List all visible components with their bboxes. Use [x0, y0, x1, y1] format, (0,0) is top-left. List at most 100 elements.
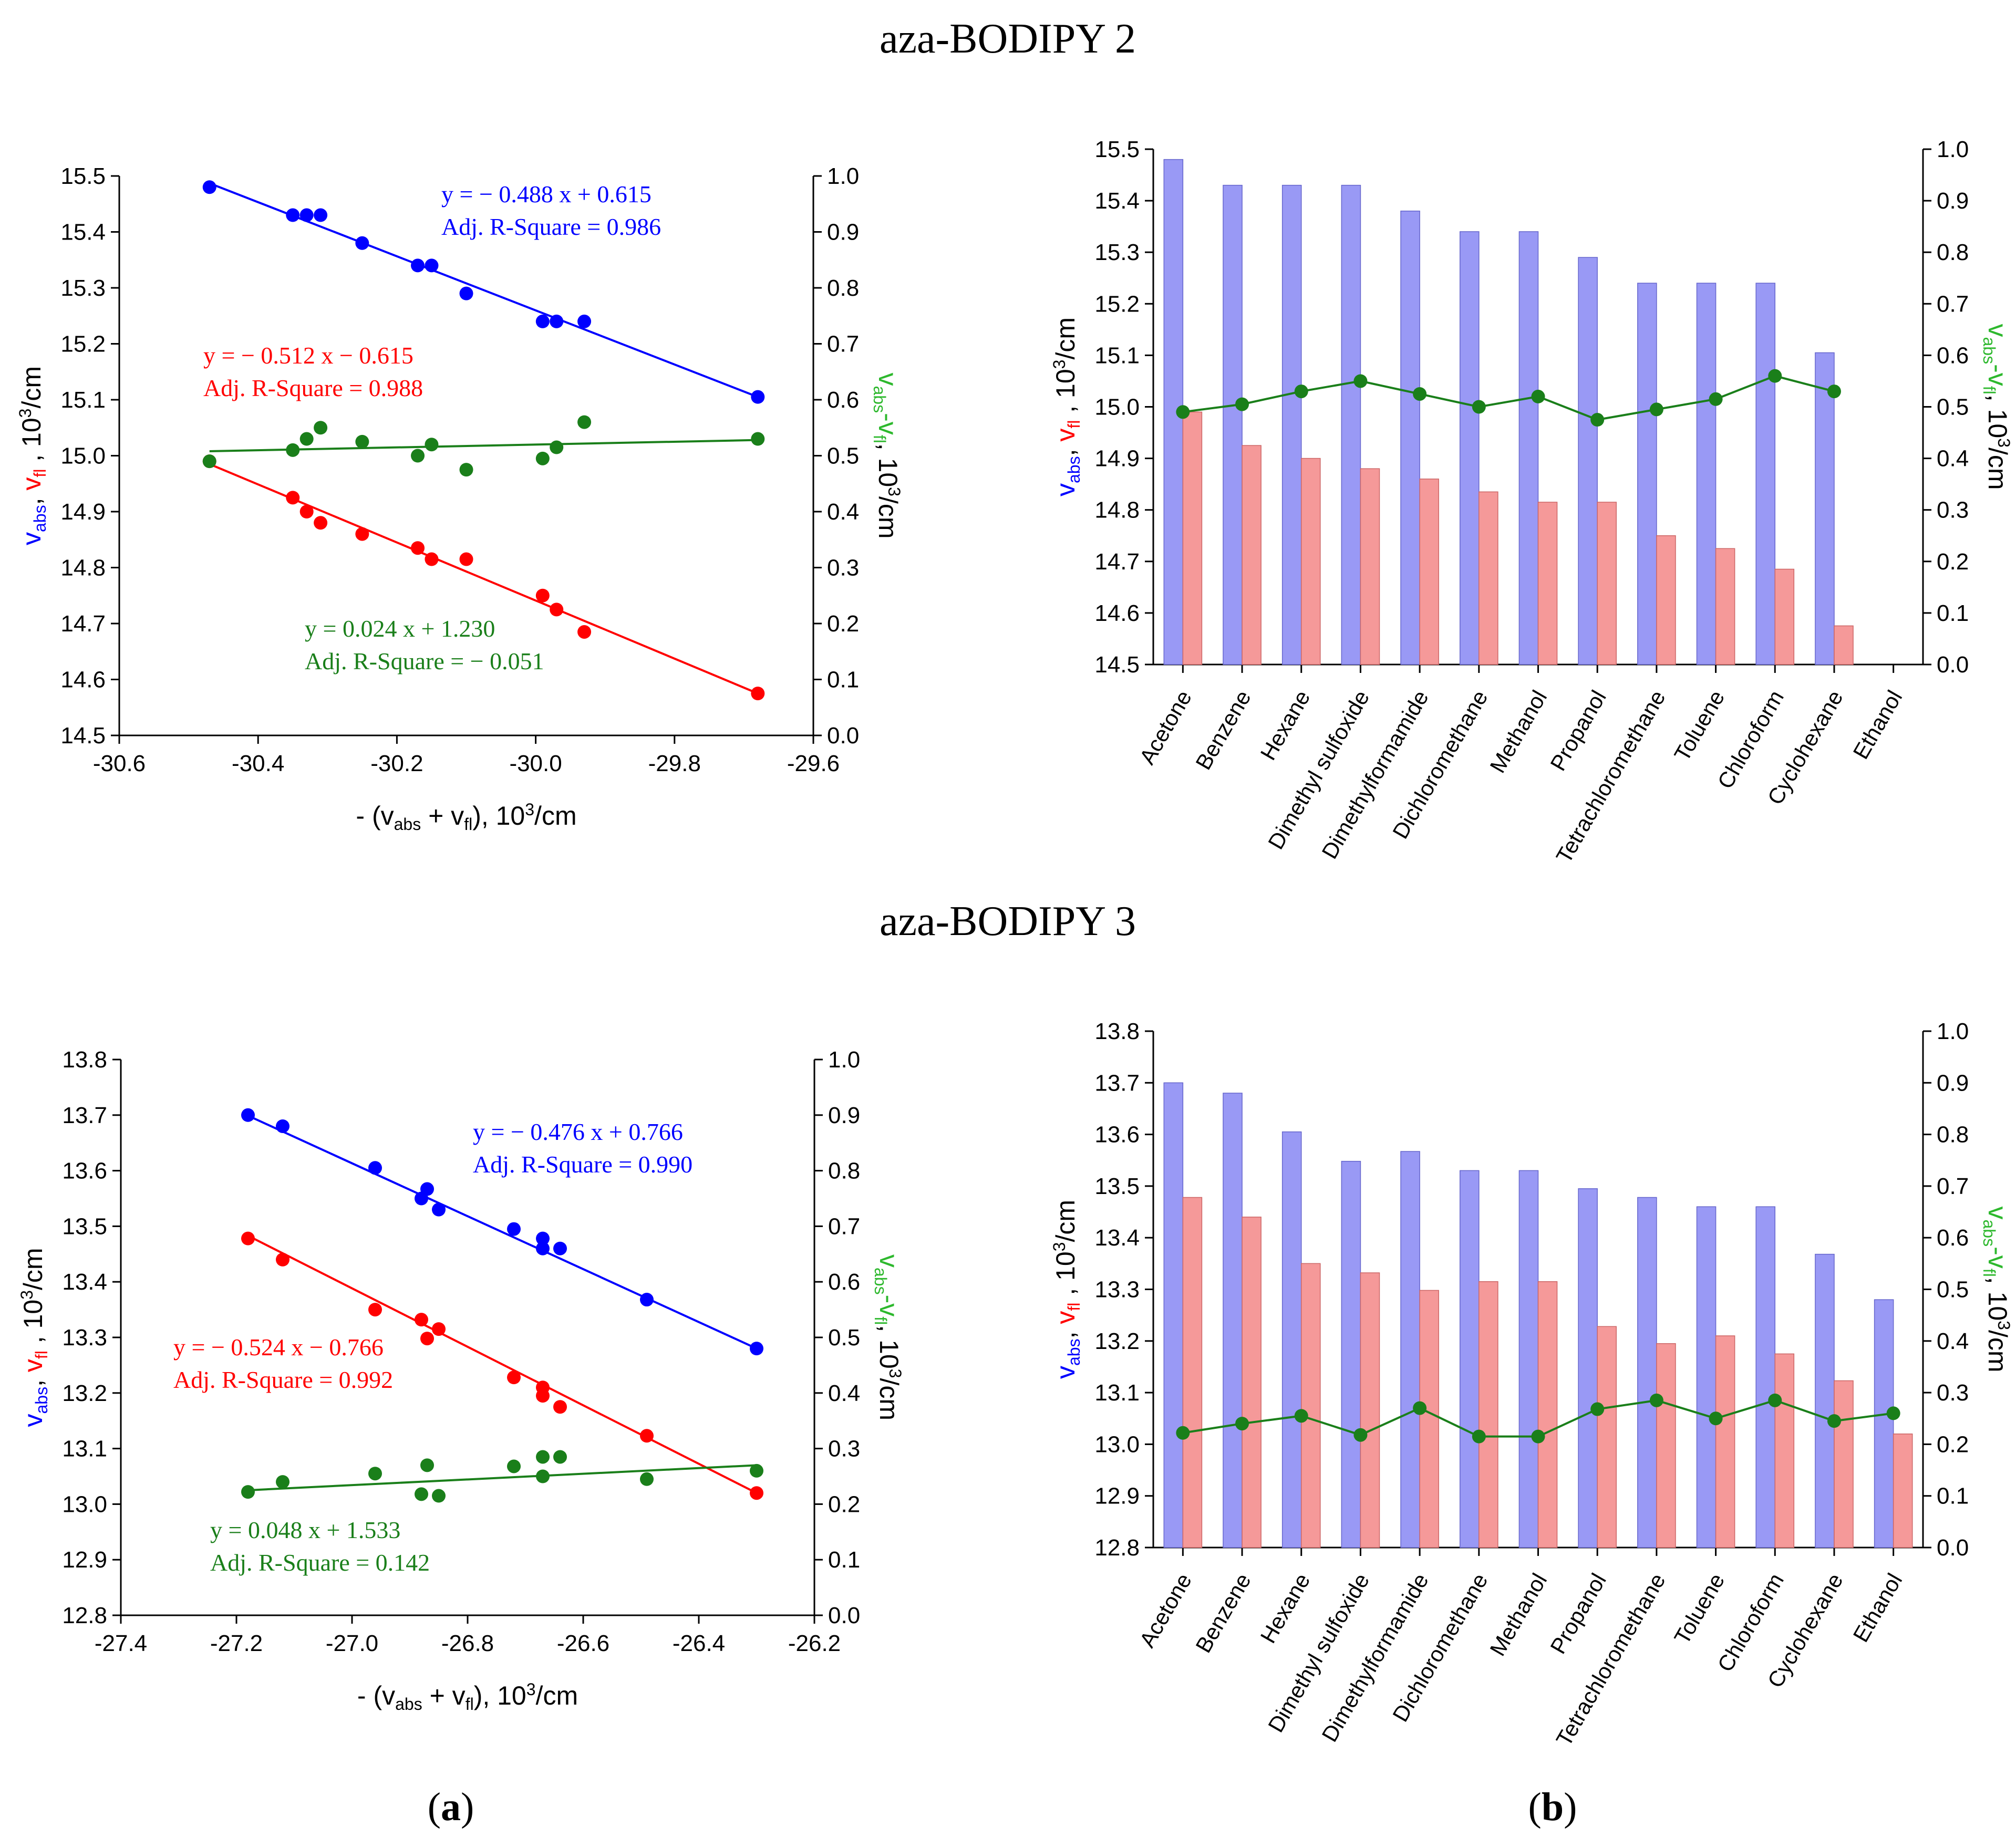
y-tick-label-left: 12.9 — [62, 1547, 107, 1573]
data-point-v_abs-v_fl — [535, 451, 550, 465]
x-tick-label: -27.4 — [95, 1631, 147, 1656]
category-label: Dimethylformamide — [1317, 1569, 1433, 1746]
category-label: Tetrachloromethane — [1551, 1569, 1670, 1750]
y-tick-label-left: 15.0 — [1094, 394, 1140, 420]
data-point-v_abs-v_fl — [425, 438, 439, 452]
y-tick-label-left: 13.5 — [62, 1213, 107, 1239]
data-point-v_abs — [536, 1241, 550, 1255]
y-tick-label-left: 13.7 — [62, 1103, 107, 1128]
bar-v-fl — [1242, 1217, 1262, 1548]
bar-v-abs — [1696, 283, 1717, 665]
data-point-v_abs — [432, 1202, 446, 1217]
y-tick-label-left: 13.0 — [62, 1491, 107, 1517]
line-point-v-abs-minus-v-fl — [1413, 387, 1427, 401]
y-tick-label-right: 0.2 — [828, 1491, 860, 1517]
y-tick-label-left: 15.2 — [1094, 291, 1140, 317]
bar-v-fl — [1893, 1433, 1913, 1548]
scatter-chart-2: 12.8 12.9 13.0 13.1 13.2 13.3 13.4 13.5 13.6 13.7… — [17, 1047, 905, 1714]
data-point-v_abs-v_fl — [640, 1472, 654, 1486]
line-point-v-abs-minus-v-fl — [1294, 1409, 1308, 1423]
fit-line-v_abs — [209, 182, 759, 398]
data-point-v_abs — [536, 1231, 550, 1245]
fit-equation: y = 0.048 x + 1.533 — [210, 1517, 400, 1543]
data-point-v_abs — [550, 314, 564, 328]
category-label: Hexane — [1255, 1569, 1315, 1647]
category-label: Propanol — [1545, 1569, 1611, 1658]
bar-v-abs — [1815, 1253, 1835, 1548]
bar-chart-3: 12.8 12.9 13.0 13.1 13.2 13.3 13.4 13.5 13.6 13.7… — [1050, 1019, 2013, 1750]
bar-v-abs — [1341, 184, 1361, 665]
x-tick-label: -26.8 — [441, 1631, 494, 1656]
y-tick-label-right: 0.1 — [828, 1547, 860, 1573]
x-tick-label: -29.8 — [648, 751, 701, 776]
line-point-v-abs-minus-v-fl — [1649, 1393, 1663, 1407]
data-point-v_abs — [355, 236, 369, 250]
y-tick-label-right: 0.4 — [1937, 1328, 1969, 1354]
y-tick-label-right: 0.0 — [828, 1603, 860, 1628]
bar-v-abs — [1223, 184, 1243, 665]
bar-v-abs — [1163, 1082, 1184, 1548]
line-point-v-abs-minus-v-fl — [1827, 385, 1841, 399]
y-tick-label-right: 0.3 — [828, 1436, 860, 1462]
line-point-v-abs-minus-v-fl — [1768, 1393, 1782, 1407]
y-tick-label-right: 0.3 — [1937, 1380, 1969, 1406]
bar-v-abs — [1578, 1188, 1598, 1548]
fit-r-square: Adj. R-Square = 0.988 — [203, 375, 423, 401]
section-title-aza-bodipy-2: aza-BODIPY 2 — [880, 16, 1136, 62]
data-point-v_abs — [577, 314, 592, 328]
y-tick-label-left: 13.1 — [1094, 1380, 1140, 1406]
data-point-v_abs — [420, 1182, 434, 1196]
line-point-v-abs-minus-v-fl — [1827, 1414, 1841, 1428]
y-tick-label-right: 0.6 — [1937, 342, 1969, 368]
line-point-v-abs-minus-v-fl — [1472, 1429, 1486, 1444]
line-point-v-abs-minus-v-fl — [1472, 400, 1486, 414]
line-point-v-abs-minus-v-fl — [1353, 374, 1368, 388]
bar-v-fl — [1479, 1281, 1498, 1548]
line-point-v-abs-minus-v-fl — [1768, 369, 1782, 383]
data-point-v_abs-v_fl — [432, 1489, 446, 1503]
data-point-v_abs-v_fl — [536, 1450, 550, 1464]
bar-v-fl — [1479, 491, 1498, 665]
category-label: Benzene — [1191, 686, 1256, 774]
x-tick-label: -26.4 — [673, 1631, 725, 1656]
data-point-v_abs — [750, 1342, 763, 1356]
y-tick-label-left: 13.4 — [1094, 1225, 1140, 1251]
bar-v-abs — [1755, 283, 1776, 665]
category-label: Ethanol — [1848, 1569, 1907, 1646]
data-point-v_abs — [299, 208, 314, 222]
line-point-v-abs-minus-v-fl — [1176, 405, 1190, 419]
data-point-v_abs-v_fl — [411, 449, 425, 463]
data-point-v_abs-v_fl — [553, 1450, 567, 1464]
data-point-v_fl — [750, 1486, 763, 1500]
data-point-v_abs — [640, 1293, 654, 1307]
y-tick-label-left: 15.0 — [60, 443, 106, 469]
y-tick-label-left: 13.8 — [62, 1047, 107, 1073]
data-point-v_fl — [241, 1231, 255, 1245]
y-tick-label-left: 13.6 — [62, 1158, 107, 1184]
y-tick-label-right: 1.0 — [1937, 137, 1969, 162]
bar-v-abs — [1578, 257, 1598, 665]
line-point-v-abs-minus-v-fl — [1176, 1426, 1190, 1440]
y-tick-label-left: 13.5 — [1094, 1174, 1140, 1199]
data-point-v_abs — [535, 314, 550, 328]
bar-v-fl — [1774, 568, 1795, 665]
bar-v-fl — [1834, 1380, 1854, 1548]
line-point-v-abs-minus-v-fl — [1709, 392, 1723, 406]
y-tick-label-right: 1.0 — [1937, 1019, 1969, 1044]
fit-r-square: Adj. R-Square = 0.990 — [473, 1151, 692, 1178]
x-axis-label-0: - (vabs + vfl), 103/cm — [356, 800, 576, 834]
fit-r-square: Adj. R-Square = 0.992 — [173, 1366, 393, 1393]
y-axis-label-right-0: vabs-vfl, 103/cm — [870, 373, 904, 539]
bar-v-abs — [1755, 1206, 1776, 1548]
bar-v-fl — [1715, 548, 1735, 665]
x-tick-label: -30.6 — [93, 751, 146, 776]
data-point-v_fl — [535, 588, 550, 603]
y-tick-label-right: 0.8 — [1937, 240, 1969, 265]
data-point-v_abs-v_fl — [420, 1458, 434, 1472]
data-point-v_fl — [420, 1332, 434, 1346]
y-tick-label-right: 1.0 — [828, 1047, 860, 1073]
bar-v-fl — [1537, 1281, 1558, 1548]
bar-v-abs — [1281, 1131, 1302, 1548]
y-tick-label-left: 14.8 — [1094, 497, 1140, 523]
